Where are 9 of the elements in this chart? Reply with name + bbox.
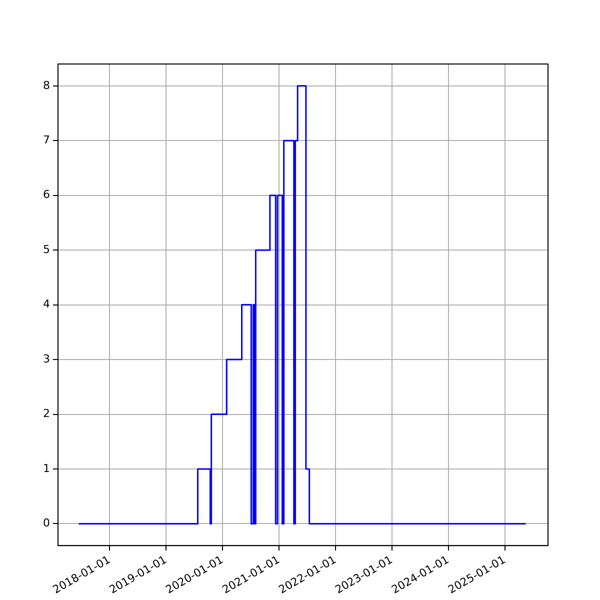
y-tick-label: 5 (43, 242, 50, 256)
y-tick-label: 1 (43, 462, 50, 475)
y-tick-label: 3 (43, 352, 50, 366)
y-tick-label: 4 (43, 298, 50, 311)
y-tick-label: 8 (43, 78, 50, 92)
y-tick-label: 6 (43, 188, 50, 202)
y-tick-label: 2 (43, 407, 50, 420)
y-tick-label: 7 (43, 133, 50, 146)
y-tick-label: 0 (43, 516, 50, 530)
